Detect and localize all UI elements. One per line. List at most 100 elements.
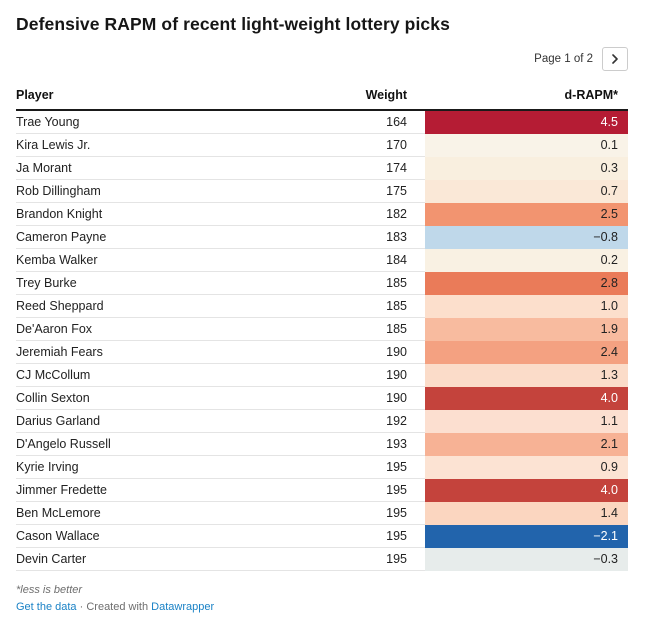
drapm-heatmap-cell: −0.3 bbox=[425, 547, 628, 571]
table-row: Jimmer Fredette 195 4.0 bbox=[16, 478, 628, 502]
weight-cell: 185 bbox=[317, 294, 407, 318]
table-row: D'Angelo Russell 193 2.1 bbox=[16, 432, 628, 456]
player-cell: Trae Young bbox=[16, 110, 317, 134]
drapm-heatmap-cell: 1.4 bbox=[425, 501, 628, 525]
chevron-right-icon bbox=[612, 53, 618, 64]
player-cell: Trey Burke bbox=[16, 271, 317, 295]
table-row: Rob Dillingham 175 0.7 bbox=[16, 179, 628, 203]
drapm-heatmap-cell: 0.7 bbox=[425, 179, 628, 203]
footnote: *less is better bbox=[16, 584, 83, 596]
table-row: Kira Lewis Jr. 170 0.1 bbox=[16, 133, 628, 157]
drapm-heatmap-cell: 0.3 bbox=[425, 156, 628, 180]
weight-cell: 192 bbox=[317, 409, 407, 433]
player-cell: Cason Wallace bbox=[16, 524, 317, 548]
drapm-heatmap-cell: −0.8 bbox=[425, 225, 628, 249]
table-row: Ja Morant 174 0.3 bbox=[16, 156, 628, 180]
player-cell: Ja Morant bbox=[16, 156, 317, 180]
table-row: Darius Garland 192 1.1 bbox=[16, 409, 628, 433]
drapm-heatmap-cell: 0.2 bbox=[425, 248, 628, 272]
weight-cell: 164 bbox=[317, 110, 407, 134]
gap-cell bbox=[407, 110, 425, 134]
gap-cell bbox=[407, 501, 425, 525]
player-cell: D'Angelo Russell bbox=[16, 432, 317, 456]
table-row: Collin Sexton 190 4.0 bbox=[16, 386, 628, 410]
drapm-heatmap-cell: 4.5 bbox=[425, 110, 628, 134]
drapm-heatmap-cell: 2.4 bbox=[425, 340, 628, 364]
table-row: Jeremiah Fears 190 2.4 bbox=[16, 340, 628, 364]
created-with-text: Created with bbox=[86, 601, 149, 613]
data-table: Player Weight d-RAPM* Trae Young 164 4.5 Ki… bbox=[16, 88, 628, 571]
player-cell: Jeremiah Fears bbox=[16, 340, 317, 364]
player-cell: Darius Garland bbox=[16, 409, 317, 433]
table-row: CJ McCollum 190 1.3 bbox=[16, 363, 628, 387]
weight-cell: 190 bbox=[317, 386, 407, 410]
table-row: Kemba Walker 184 0.2 bbox=[16, 248, 628, 272]
column-header-gap bbox=[407, 88, 425, 111]
player-cell: Jimmer Fredette bbox=[16, 478, 317, 502]
weight-cell: 185 bbox=[317, 271, 407, 295]
drapm-heatmap-cell: 4.0 bbox=[425, 386, 628, 410]
table-header-row: Player Weight d-RAPM* bbox=[16, 88, 628, 111]
attribution-line: Get the data · Created with Datawrapper bbox=[16, 600, 628, 614]
weight-cell: 175 bbox=[317, 179, 407, 203]
attribution-separator: · bbox=[79, 601, 84, 613]
gap-cell bbox=[407, 409, 425, 433]
table-row: Ben McLemore 195 1.4 bbox=[16, 501, 628, 525]
player-cell: Kyrie Irving bbox=[16, 455, 317, 479]
player-cell: Devin Carter bbox=[16, 547, 317, 571]
drapm-heatmap-cell: −2.1 bbox=[425, 524, 628, 548]
gap-cell bbox=[407, 524, 425, 548]
player-cell: De'Aaron Fox bbox=[16, 317, 317, 341]
drapm-heatmap-cell: 2.1 bbox=[425, 432, 628, 456]
next-page-button[interactable] bbox=[602, 46, 628, 71]
gap-cell bbox=[407, 248, 425, 272]
player-cell: Kira Lewis Jr. bbox=[16, 133, 317, 157]
gap-cell bbox=[407, 340, 425, 364]
player-cell: Ben McLemore bbox=[16, 501, 317, 525]
weight-cell: 184 bbox=[317, 248, 407, 272]
weight-cell: 185 bbox=[317, 317, 407, 341]
drapm-heatmap-cell: 1.0 bbox=[425, 294, 628, 318]
player-cell: Collin Sexton bbox=[16, 386, 317, 410]
footer: *less is better Get the data · Created w… bbox=[16, 583, 628, 614]
gap-cell bbox=[407, 478, 425, 502]
player-cell: Rob Dillingham bbox=[16, 179, 317, 203]
player-cell: CJ McCollum bbox=[16, 363, 317, 387]
table-row: Devin Carter 195 −0.3 bbox=[16, 547, 628, 571]
pagination-label: Page 1 of 2 bbox=[534, 52, 593, 65]
player-cell: Kemba Walker bbox=[16, 248, 317, 272]
gap-cell bbox=[407, 271, 425, 295]
weight-cell: 195 bbox=[317, 547, 407, 571]
drapm-heatmap-cell: 1.1 bbox=[425, 409, 628, 433]
drapm-heatmap-cell: 1.9 bbox=[425, 317, 628, 341]
gap-cell bbox=[407, 317, 425, 341]
weight-cell: 193 bbox=[317, 432, 407, 456]
gap-cell bbox=[407, 156, 425, 180]
weight-cell: 182 bbox=[317, 202, 407, 226]
drapm-heatmap-cell: 2.8 bbox=[425, 271, 628, 295]
gap-cell bbox=[407, 133, 425, 157]
pagination: Page 1 of 2 bbox=[16, 46, 628, 71]
gap-cell bbox=[407, 225, 425, 249]
player-cell: Reed Sheppard bbox=[16, 294, 317, 318]
weight-cell: 183 bbox=[317, 225, 407, 249]
gap-cell bbox=[407, 432, 425, 456]
column-header-weight: Weight bbox=[317, 88, 407, 111]
player-cell: Brandon Knight bbox=[16, 202, 317, 226]
column-header-player: Player bbox=[16, 88, 317, 111]
gap-cell bbox=[407, 363, 425, 387]
page-title: Defensive RAPM of recent light-weight lo… bbox=[16, 14, 450, 34]
weight-cell: 190 bbox=[317, 340, 407, 364]
get-the-data-link[interactable]: Get the data bbox=[16, 601, 77, 613]
drapm-heatmap-cell: 1.3 bbox=[425, 363, 628, 387]
gap-cell bbox=[407, 455, 425, 479]
drapm-heatmap-cell: 0.9 bbox=[425, 455, 628, 479]
gap-cell bbox=[407, 202, 425, 226]
weight-cell: 174 bbox=[317, 156, 407, 180]
gap-cell bbox=[407, 547, 425, 571]
table-row: De'Aaron Fox 185 1.9 bbox=[16, 317, 628, 341]
drapm-heatmap-cell: 4.0 bbox=[425, 478, 628, 502]
datawrapper-link[interactable]: Datawrapper bbox=[151, 601, 215, 613]
table-row: Cason Wallace 195 −2.1 bbox=[16, 524, 628, 548]
weight-cell: 170 bbox=[317, 133, 407, 157]
